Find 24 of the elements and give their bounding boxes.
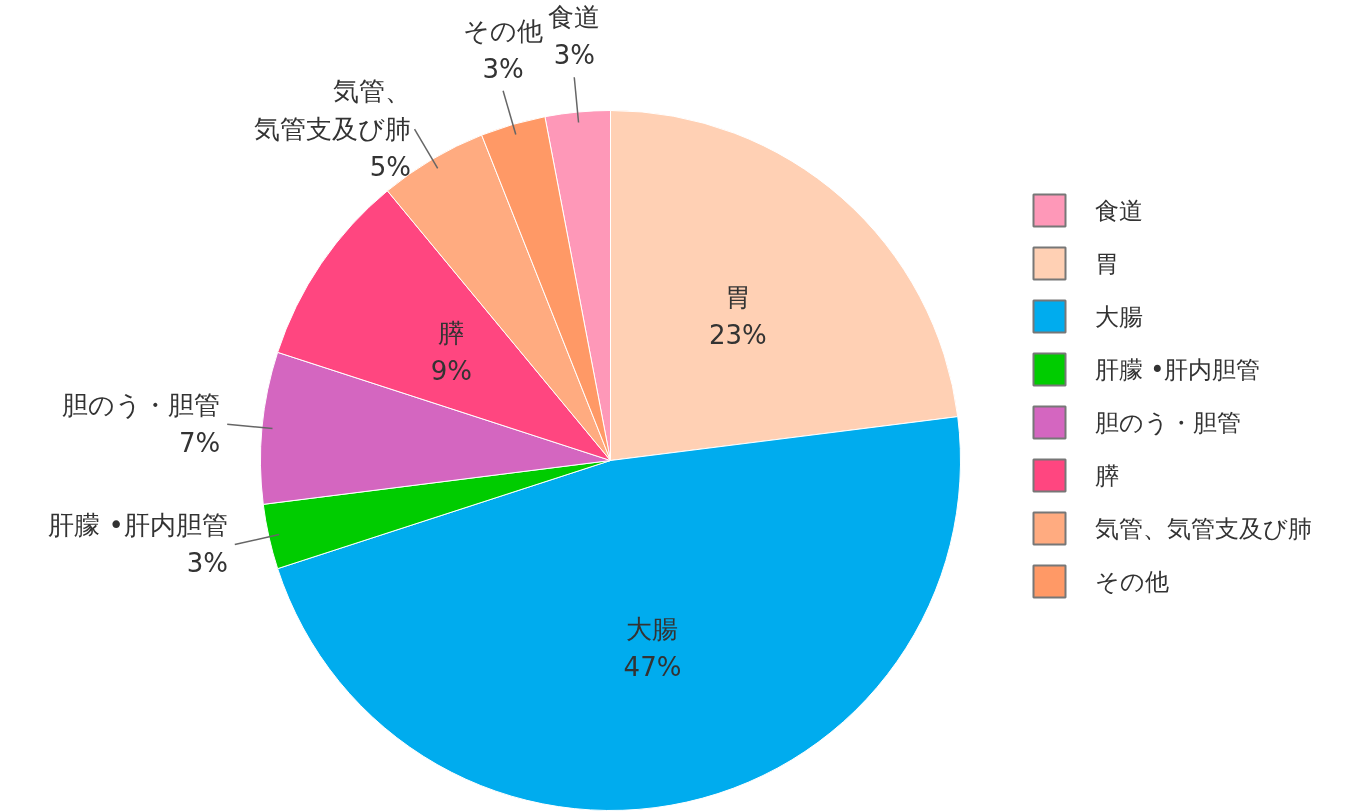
data-label: 7%	[178, 428, 221, 459]
slice-label: 胃	[724, 282, 751, 313]
slice-label: 食道	[548, 2, 601, 33]
slice-label: 胆のう・胆管	[62, 390, 221, 421]
slice-label: 肝朦 •肝内胆管	[48, 510, 228, 541]
slice-label: 気管、 気管支及び肺	[253, 76, 411, 145]
legend-label: 膵	[1094, 461, 1119, 490]
legend-label: 食道	[1094, 196, 1143, 225]
slice-label: その他	[463, 15, 544, 46]
legend-label: 気管、気管支及び肺	[1094, 514, 1312, 543]
legend-label: 大腸	[1094, 302, 1143, 331]
legend-label: 胃	[1094, 249, 1119, 278]
data-label: 5%	[369, 152, 411, 183]
slice-label: 大腸	[626, 614, 679, 645]
legend-label: 肝朦 •肝内胆管	[1094, 355, 1261, 384]
legend-label: 胆のう・胆管	[1094, 408, 1241, 437]
data-label: 9%	[430, 356, 472, 387]
data-label: 47%	[623, 652, 682, 683]
legend-label: その他	[1094, 567, 1169, 596]
data-label: 3%	[482, 53, 524, 84]
data-label: 3%	[553, 40, 595, 71]
data-label: 3%	[186, 548, 228, 579]
data-label: 23%	[708, 320, 767, 351]
slice-label: 膵	[438, 318, 465, 349]
